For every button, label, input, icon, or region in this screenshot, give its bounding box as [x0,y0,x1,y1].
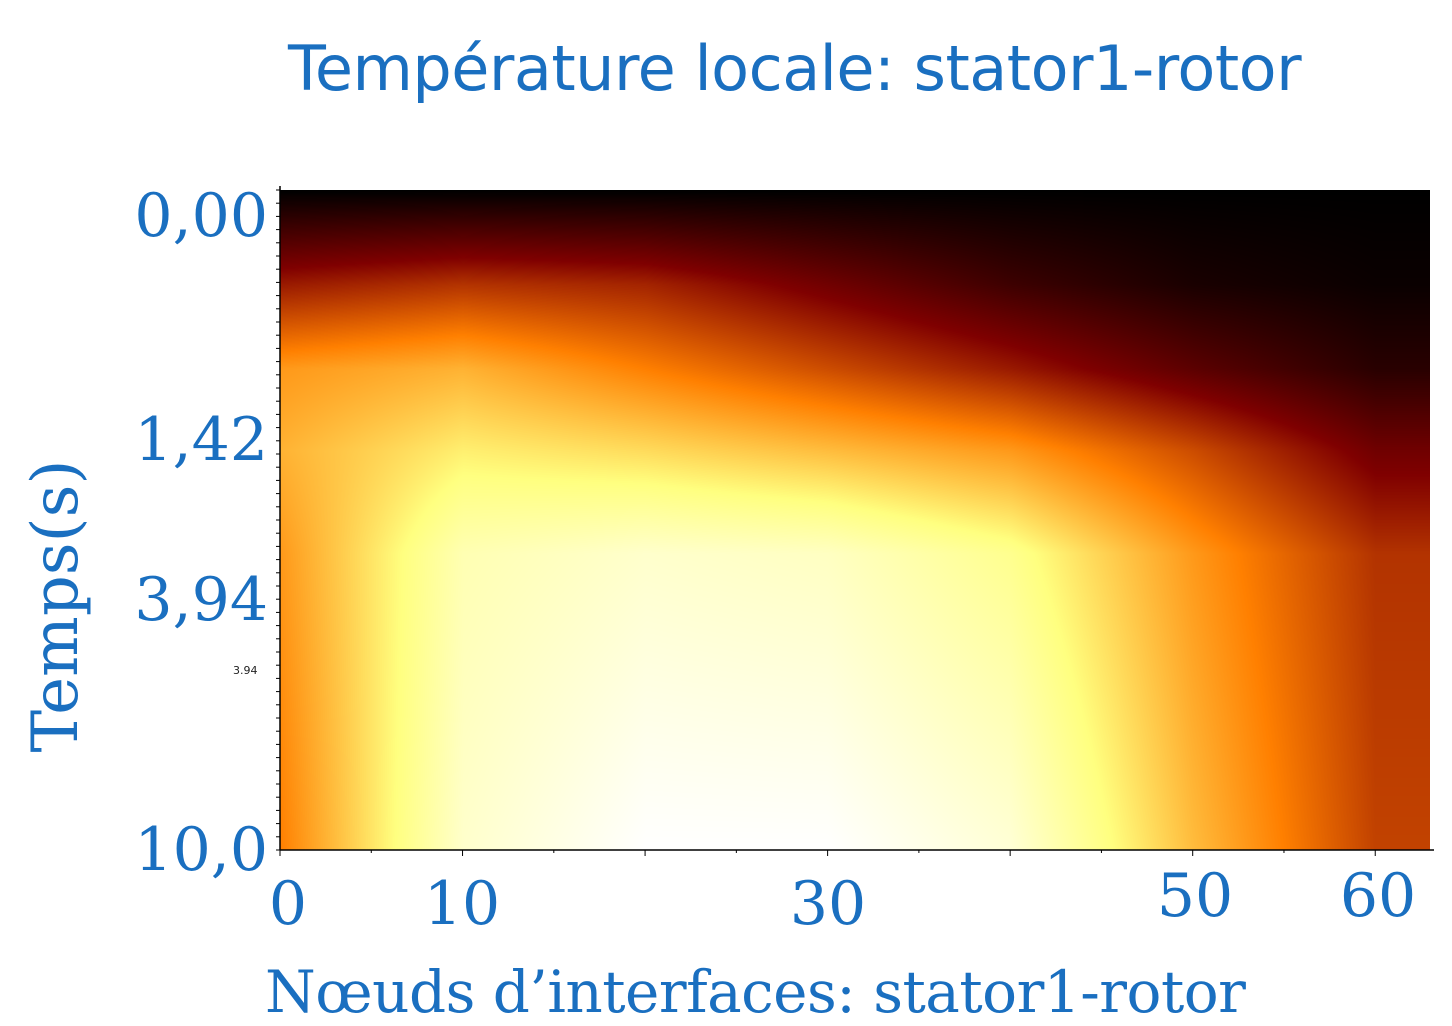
x-tick-label: 60 [1339,861,1417,931]
y-tick-label: 10,0 [134,815,268,885]
chart-title: Température locale: stator1-rotor [288,32,1302,105]
x-tick-label: 30 [789,869,867,939]
heatmap-cells [280,190,1430,850]
x-tick-label: 50 [1156,861,1234,931]
x-tick-label: 10 [423,869,501,939]
y-tick-label: 0,00 [134,181,268,251]
x-axis-label: Nœuds d’interfaces: stator1-rotor [265,958,1246,1026]
y-tick-label: 1,42 [134,405,268,475]
y-tick-label: 3,94 [134,565,268,635]
x-tick-label: 0 [268,869,308,939]
inner-y-tick-label: 3.94 [233,664,258,677]
